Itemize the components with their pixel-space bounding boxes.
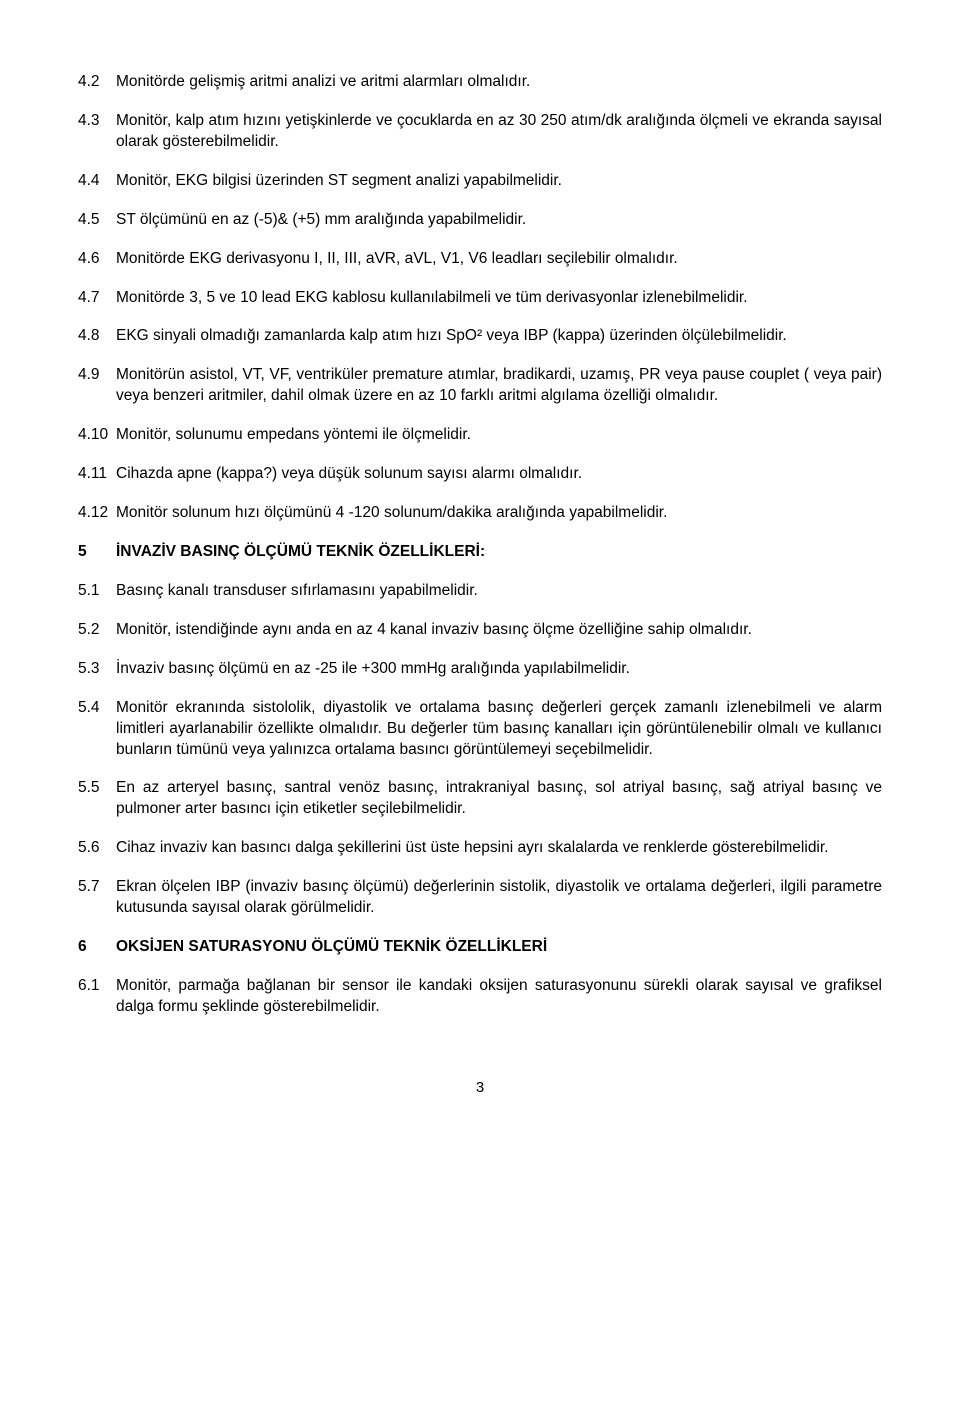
item-number: 4.12 (78, 503, 116, 524)
item-text: Monitör, kalp atım hızını yetişkinlerde … (116, 111, 882, 153)
section-heading: 5İNVAZİV BASINÇ ÖLÇÜMÜ TEKNİK ÖZELLİKLER… (78, 542, 882, 563)
item-number: 5 (78, 542, 116, 563)
item-number: 4.10 (78, 425, 116, 446)
spec-item: 4.7Monitörde 3, 5 ve 10 lead EKG kablosu… (78, 288, 882, 309)
item-text: ST ölçümünü en az (-5)& (+5) mm aralığın… (116, 210, 882, 231)
item-text: Basınç kanalı transduser sıfırlamasını y… (116, 581, 882, 602)
item-text: Cihazda apne (kappa?) veya düşük solunum… (116, 464, 882, 485)
item-number: 4.2 (78, 72, 116, 93)
spec-item: 4.5ST ölçümünü en az (-5)& (+5) mm aralı… (78, 210, 882, 231)
item-text: Monitörün asistol, VT, VF, ventriküler p… (116, 365, 882, 407)
spec-item: 4.6Monitörde EKG derivasyonu I, II, III,… (78, 249, 882, 270)
item-text: EKG sinyali olmadığı zamanlarda kalp atı… (116, 326, 882, 347)
item-number: 4.9 (78, 365, 116, 407)
item-text: Monitör, solunumu empedans yöntemi ile ö… (116, 425, 882, 446)
spec-item: 4.3Monitör, kalp atım hızını yetişkinler… (78, 111, 882, 153)
page-number: 3 (78, 1078, 882, 1098)
item-text: OKSİJEN SATURASYONU ÖLÇÜMÜ TEKNİK ÖZELLİ… (116, 937, 882, 958)
item-number: 4.5 (78, 210, 116, 231)
spec-item: 4.2Monitörde gelişmiş aritmi analizi ve … (78, 72, 882, 93)
item-number: 5.6 (78, 838, 116, 859)
section-heading: 6OKSİJEN SATURASYONU ÖLÇÜMÜ TEKNİK ÖZELL… (78, 937, 882, 958)
item-number: 4.3 (78, 111, 116, 153)
item-number: 6 (78, 937, 116, 958)
item-number: 6.1 (78, 976, 116, 1018)
item-text: Monitör solunum hızı ölçümünü 4 -120 sol… (116, 503, 882, 524)
item-number: 5.7 (78, 877, 116, 919)
spec-item: 4.9Monitörün asistol, VT, VF, ventriküle… (78, 365, 882, 407)
spec-item: 5.1Basınç kanalı transduser sıfırlamasın… (78, 581, 882, 602)
item-text: Monitörde 3, 5 ve 10 lead EKG kablosu ku… (116, 288, 882, 309)
document-body: 4.2Monitörde gelişmiş aritmi analizi ve … (78, 72, 882, 1018)
spec-item: 5.3İnvaziv basınç ölçümü en az -25 ile +… (78, 659, 882, 680)
spec-item: 4.10Monitör, solunumu empedans yöntemi i… (78, 425, 882, 446)
item-number: 4.7 (78, 288, 116, 309)
spec-item: 4.12Monitör solunum hızı ölçümünü 4 -120… (78, 503, 882, 524)
spec-item: 4.8EKG sinyali olmadığı zamanlarda kalp … (78, 326, 882, 347)
item-number: 4.8 (78, 326, 116, 347)
spec-item: 5.6Cihaz invaziv kan basıncı dalga şekil… (78, 838, 882, 859)
item-number: 5.1 (78, 581, 116, 602)
spec-item: 4.4Monitör, EKG bilgisi üzerinden ST seg… (78, 171, 882, 192)
item-number: 4.6 (78, 249, 116, 270)
item-number: 5.4 (78, 698, 116, 761)
spec-item: 5.7Ekran ölçelen IBP (invaziv basınç ölç… (78, 877, 882, 919)
item-text: İNVAZİV BASINÇ ÖLÇÜMÜ TEKNİK ÖZELLİKLERİ… (116, 542, 882, 563)
item-text: Ekran ölçelen IBP (invaziv basınç ölçümü… (116, 877, 882, 919)
spec-item: 5.2Monitör, istendiğinde aynı anda en az… (78, 620, 882, 641)
item-text: Monitör ekranında sistololik, diyastolik… (116, 698, 882, 761)
spec-item: 5.4Monitör ekranında sistololik, diyasto… (78, 698, 882, 761)
item-number: 4.11 (78, 464, 116, 485)
spec-item: 4.11Cihazda apne (kappa?) veya düşük sol… (78, 464, 882, 485)
spec-item: 5.5En az arteryel basınç, santral venöz … (78, 778, 882, 820)
item-number: 5.3 (78, 659, 116, 680)
item-text: Monitör, istendiğinde aynı anda en az 4 … (116, 620, 882, 641)
item-text: İnvaziv basınç ölçümü en az -25 ile +300… (116, 659, 882, 680)
item-number: 4.4 (78, 171, 116, 192)
item-number: 5.2 (78, 620, 116, 641)
item-text: Cihaz invaziv kan basıncı dalga şekiller… (116, 838, 882, 859)
item-text: Monitör, EKG bilgisi üzerinden ST segmen… (116, 171, 882, 192)
spec-item: 6.1Monitör, parmağa bağlanan bir sensor … (78, 976, 882, 1018)
item-text: Monitörde gelişmiş aritmi analizi ve ari… (116, 72, 882, 93)
item-text: Monitörde EKG derivasyonu I, II, III, aV… (116, 249, 882, 270)
item-number: 5.5 (78, 778, 116, 820)
item-text: Monitör, parmağa bağlanan bir sensor ile… (116, 976, 882, 1018)
item-text: En az arteryel basınç, santral venöz bas… (116, 778, 882, 820)
